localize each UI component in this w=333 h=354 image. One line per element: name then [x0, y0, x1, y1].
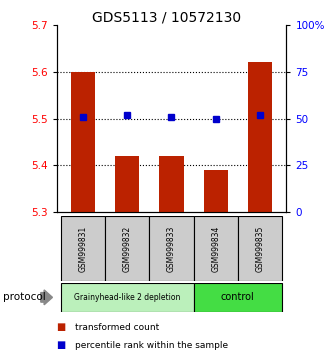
Bar	[105, 216, 150, 281]
Text: ■: ■	[57, 322, 66, 332]
Bar	[203, 170, 228, 212]
Bar	[248, 62, 272, 212]
Bar	[193, 216, 238, 281]
Text: GDS5113 / 10572130: GDS5113 / 10572130	[92, 11, 241, 25]
Text: transformed count: transformed count	[75, 323, 159, 332]
Text: percentile rank within the sample: percentile rank within the sample	[75, 341, 228, 350]
Bar	[61, 283, 193, 312]
Bar	[115, 156, 140, 212]
Bar	[71, 72, 95, 212]
Text: ■: ■	[57, 340, 66, 350]
Text: Grainyhead-like 2 depletion: Grainyhead-like 2 depletion	[74, 293, 180, 302]
Text: protocol: protocol	[3, 292, 46, 302]
Text: control: control	[221, 292, 255, 302]
Bar	[160, 156, 183, 212]
FancyArrow shape	[41, 290, 52, 305]
Text: GSM999831: GSM999831	[79, 225, 88, 272]
Bar	[150, 216, 193, 281]
Bar	[238, 216, 282, 281]
Text: GSM999832: GSM999832	[123, 225, 132, 272]
Bar	[61, 216, 105, 281]
Bar	[193, 283, 282, 312]
Text: GSM999833: GSM999833	[167, 225, 176, 272]
Text: GSM999834: GSM999834	[211, 225, 220, 272]
Text: GSM999835: GSM999835	[255, 225, 264, 272]
